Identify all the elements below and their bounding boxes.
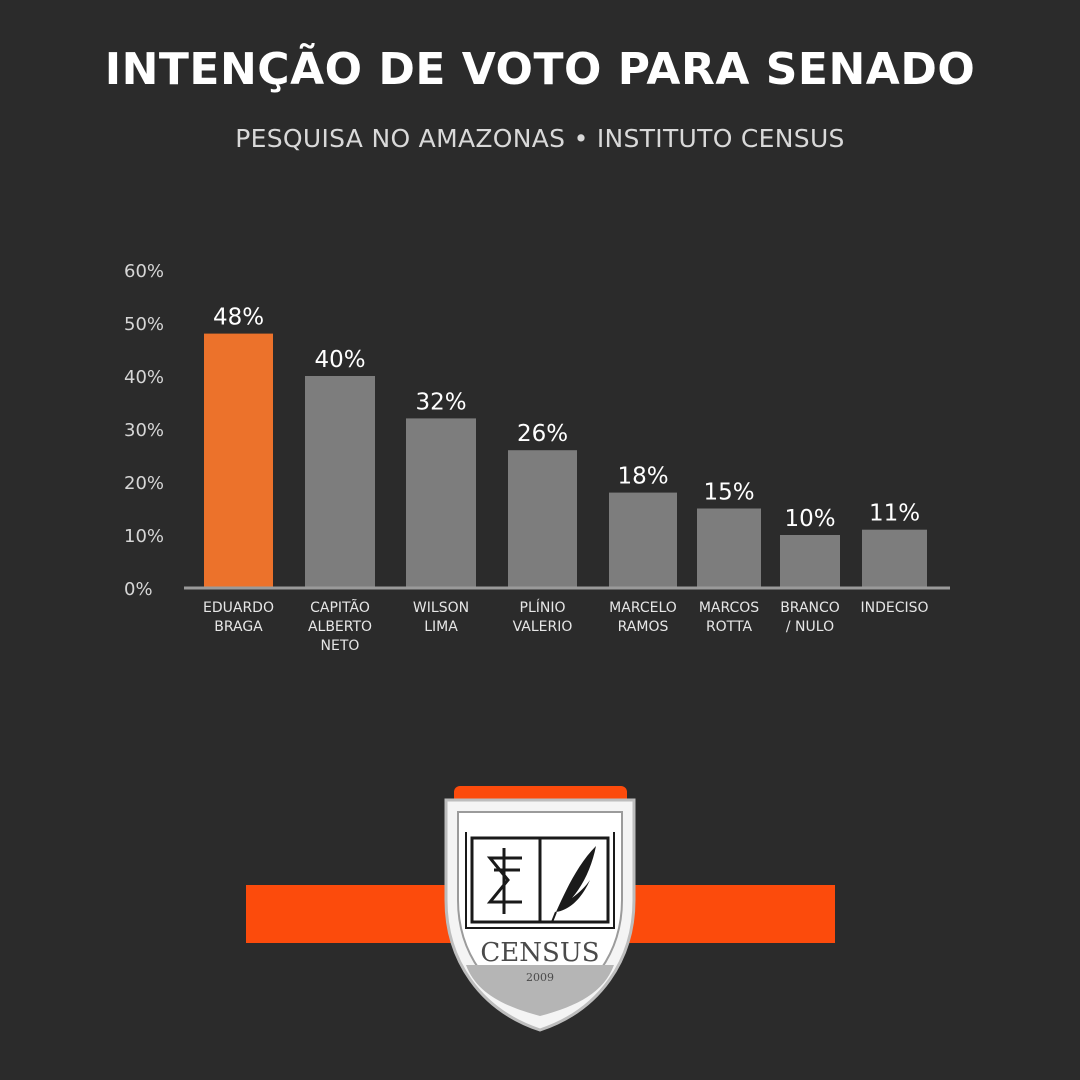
bar	[780, 535, 840, 588]
chart-subtitle: PESQUISA NO AMAZONAS • INSTITUTO CENSUS	[235, 124, 845, 153]
x-category-label: RAMOS	[618, 619, 669, 635]
bars-group: 48% 40% 32% 26% 18% 15% 10% 11%	[204, 305, 927, 588]
feather-quill-icon	[556, 846, 596, 912]
bar-value-label: 48%	[213, 305, 264, 331]
y-tick-label: 10%	[124, 526, 164, 547]
bar-value-label: 18%	[617, 464, 668, 490]
bar-value-label: 26%	[517, 421, 568, 447]
x-category-label: ALBERTO	[308, 619, 372, 635]
bar	[862, 529, 927, 588]
bar	[609, 492, 677, 588]
x-category-label: MARCELO	[609, 600, 677, 616]
logo-name: CENSUS	[480, 938, 599, 968]
chart-title: INTENÇÃO DE VOTO PARA SENADO	[104, 44, 976, 95]
shield-bottom	[466, 965, 614, 1016]
x-category-label: PLÍNIO	[520, 599, 566, 616]
x-category-label: VALERIO	[513, 619, 573, 635]
y-tick-label: 40%	[124, 367, 164, 388]
y-tick-label: 0%	[124, 579, 153, 600]
y-tick-label: 50%	[124, 314, 164, 335]
x-category-label: MARCOS	[699, 600, 759, 616]
x-category-label: CAPITÃO	[310, 599, 370, 616]
x-axis-labels: EDUARDO BRAGA CAPITÃO ALBERTO NETO WILSON LIMA…	[203, 599, 929, 654]
bar	[508, 450, 577, 588]
bar-value-label: 10%	[784, 506, 835, 532]
y-tick-label: 30%	[124, 420, 164, 441]
book-icon	[465, 832, 615, 929]
y-tick-label: 20%	[124, 473, 164, 494]
census-logo: CENSUS 2009	[246, 786, 835, 1032]
x-category-label: BRANCO	[780, 600, 840, 616]
y-tick-label: 60%	[124, 261, 164, 282]
x-category-label: ROTTA	[706, 619, 753, 635]
x-category-label: WILSON	[413, 600, 469, 616]
bar	[204, 333, 273, 588]
bar-value-label: 40%	[314, 347, 365, 373]
bar-value-label: 11%	[869, 501, 920, 527]
x-category-label: BRAGA	[214, 619, 263, 635]
bar	[697, 508, 761, 588]
x-category-label: NETO	[321, 638, 360, 654]
sigma-symbol-icon	[486, 848, 522, 914]
quill-stem	[551, 911, 557, 923]
bar-value-label: 15%	[703, 480, 754, 506]
y-axis: 0% 10% 20% 30% 40% 50% 60%	[124, 261, 164, 600]
x-category-label: LIMA	[424, 619, 458, 635]
x-category-label: EDUARDO	[203, 600, 274, 616]
bar-value-label: 32%	[415, 389, 466, 415]
x-category-label: INDECISO	[860, 600, 928, 616]
x-category-label: / NULO	[786, 619, 834, 635]
bar	[406, 418, 476, 588]
logo-year: 2009	[526, 971, 554, 984]
bar	[305, 376, 375, 588]
